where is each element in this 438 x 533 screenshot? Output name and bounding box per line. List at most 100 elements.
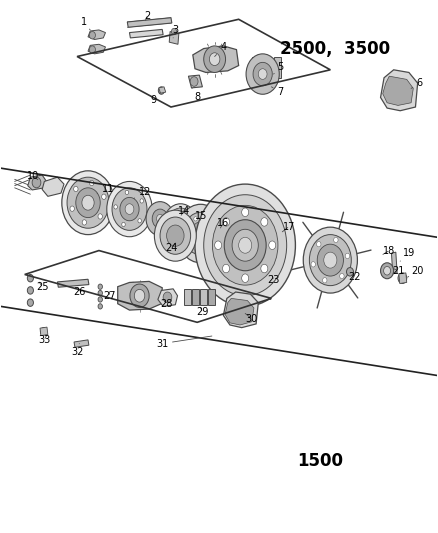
- Text: 20: 20: [408, 266, 424, 277]
- Circle shape: [125, 190, 129, 195]
- Text: 24: 24: [165, 243, 177, 253]
- Text: 21: 21: [392, 266, 404, 276]
- Circle shape: [98, 290, 102, 296]
- Polygon shape: [88, 30, 106, 39]
- Circle shape: [152, 209, 168, 228]
- Circle shape: [62, 171, 114, 235]
- Circle shape: [194, 217, 197, 221]
- Circle shape: [120, 197, 139, 221]
- Text: 33: 33: [38, 335, 50, 345]
- Text: 5: 5: [274, 62, 283, 74]
- Circle shape: [204, 46, 226, 72]
- Polygon shape: [130, 29, 163, 38]
- Circle shape: [323, 278, 327, 283]
- Circle shape: [163, 204, 198, 246]
- Polygon shape: [200, 289, 207, 305]
- Text: 12: 12: [134, 187, 151, 198]
- Polygon shape: [263, 56, 271, 78]
- Polygon shape: [392, 252, 397, 274]
- Polygon shape: [159, 87, 166, 93]
- Polygon shape: [42, 177, 64, 196]
- Circle shape: [166, 208, 194, 242]
- Circle shape: [384, 266, 391, 275]
- Circle shape: [156, 214, 163, 223]
- Polygon shape: [88, 44, 106, 54]
- Circle shape: [40, 328, 46, 335]
- Circle shape: [98, 284, 102, 289]
- Polygon shape: [383, 76, 413, 106]
- Text: 23: 23: [267, 275, 280, 285]
- Circle shape: [27, 299, 33, 306]
- Circle shape: [190, 77, 198, 86]
- Polygon shape: [188, 75, 202, 88]
- Circle shape: [140, 199, 144, 203]
- Circle shape: [239, 237, 252, 253]
- Polygon shape: [381, 70, 418, 111]
- Text: 18: 18: [383, 246, 396, 255]
- Circle shape: [194, 246, 198, 251]
- Circle shape: [114, 205, 117, 209]
- Circle shape: [311, 262, 315, 267]
- Circle shape: [163, 292, 172, 303]
- Text: 8: 8: [192, 88, 200, 102]
- Polygon shape: [274, 56, 282, 78]
- Circle shape: [134, 289, 145, 302]
- Circle shape: [154, 210, 196, 261]
- Polygon shape: [193, 46, 239, 72]
- Text: 17: 17: [283, 222, 295, 232]
- Circle shape: [303, 227, 357, 293]
- Text: 30: 30: [245, 313, 258, 324]
- Polygon shape: [223, 292, 258, 328]
- Circle shape: [187, 225, 190, 230]
- Text: 2500,  3500: 2500, 3500: [280, 39, 390, 58]
- Circle shape: [242, 208, 249, 216]
- Polygon shape: [127, 18, 172, 27]
- Polygon shape: [57, 279, 89, 287]
- Polygon shape: [225, 298, 254, 325]
- Circle shape: [138, 219, 141, 223]
- Circle shape: [158, 87, 164, 94]
- Text: 7: 7: [272, 87, 283, 97]
- Circle shape: [183, 212, 218, 255]
- Circle shape: [246, 54, 279, 94]
- Circle shape: [166, 225, 184, 246]
- Circle shape: [346, 268, 353, 276]
- Circle shape: [261, 217, 268, 226]
- Circle shape: [125, 204, 134, 214]
- Polygon shape: [158, 289, 177, 306]
- Polygon shape: [192, 289, 199, 305]
- Circle shape: [324, 252, 337, 268]
- Circle shape: [187, 238, 191, 242]
- Circle shape: [204, 195, 287, 296]
- Polygon shape: [40, 327, 48, 336]
- Circle shape: [309, 235, 351, 286]
- Text: 26: 26: [73, 287, 85, 297]
- Circle shape: [212, 205, 278, 285]
- Text: 4: 4: [215, 43, 226, 56]
- Polygon shape: [118, 281, 162, 310]
- Text: 11: 11: [97, 184, 114, 195]
- Circle shape: [317, 241, 321, 247]
- Circle shape: [191, 222, 210, 245]
- Circle shape: [27, 287, 33, 294]
- Circle shape: [253, 62, 272, 86]
- Circle shape: [340, 273, 344, 279]
- Circle shape: [82, 220, 87, 225]
- Circle shape: [334, 237, 338, 243]
- Circle shape: [74, 187, 78, 192]
- Text: 29: 29: [196, 306, 208, 317]
- Text: 3: 3: [172, 25, 178, 38]
- Circle shape: [112, 188, 147, 230]
- Circle shape: [317, 244, 343, 276]
- Text: 16: 16: [217, 218, 230, 228]
- Text: 9: 9: [150, 93, 160, 105]
- Circle shape: [89, 31, 95, 39]
- Text: 25: 25: [36, 282, 49, 292]
- Circle shape: [82, 195, 94, 210]
- Circle shape: [76, 188, 100, 217]
- Circle shape: [398, 273, 407, 284]
- Text: 2: 2: [144, 11, 150, 21]
- Circle shape: [211, 237, 215, 241]
- Circle shape: [102, 194, 106, 199]
- Text: 28: 28: [160, 298, 173, 309]
